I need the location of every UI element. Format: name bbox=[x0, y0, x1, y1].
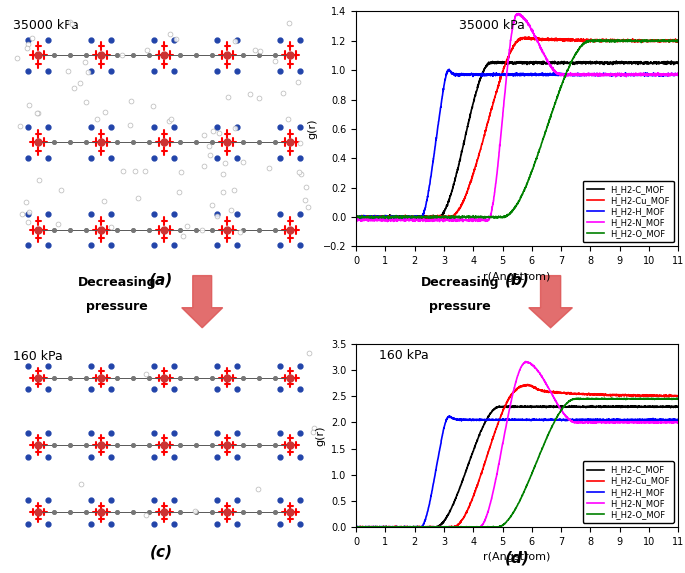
Text: Decreasing: Decreasing bbox=[78, 276, 156, 289]
Text: 160 kPa: 160 kPa bbox=[379, 350, 429, 362]
Text: pressure: pressure bbox=[429, 300, 491, 313]
Text: (d): (d) bbox=[505, 550, 530, 565]
Legend: H_H2-C_MOF, H_H2-Cu_MOF, H_H2-H_MOF, H_H2-N_MOF, H_H2-O_MOF: H_H2-C_MOF, H_H2-Cu_MOF, H_H2-H_MOF, H_H… bbox=[583, 180, 674, 242]
Text: (c): (c) bbox=[149, 544, 173, 559]
Text: 160 kPa: 160 kPa bbox=[13, 350, 63, 363]
FancyArrow shape bbox=[529, 276, 573, 328]
Y-axis label: g(r): g(r) bbox=[315, 425, 325, 446]
Text: Decreasing: Decreasing bbox=[421, 276, 499, 289]
Text: pressure: pressure bbox=[86, 300, 148, 313]
FancyArrow shape bbox=[182, 276, 223, 328]
Text: (b): (b) bbox=[505, 272, 530, 287]
X-axis label: r(Angstrom): r(Angstrom) bbox=[484, 552, 551, 563]
Text: (a): (a) bbox=[149, 272, 173, 287]
Y-axis label: g(r): g(r) bbox=[308, 119, 317, 139]
Legend: H_H2-C_MOF, H_H2-Cu_MOF, H_H2-H_MOF, H_H2-N_MOF, H_H2-O_MOF: H_H2-C_MOF, H_H2-Cu_MOF, H_H2-H_MOF, H_H… bbox=[583, 461, 674, 523]
Text: 35000 kPa: 35000 kPa bbox=[13, 19, 79, 32]
X-axis label: r(Angstrom): r(Angstrom) bbox=[484, 272, 551, 282]
Text: 35000 kPa: 35000 kPa bbox=[459, 18, 525, 32]
